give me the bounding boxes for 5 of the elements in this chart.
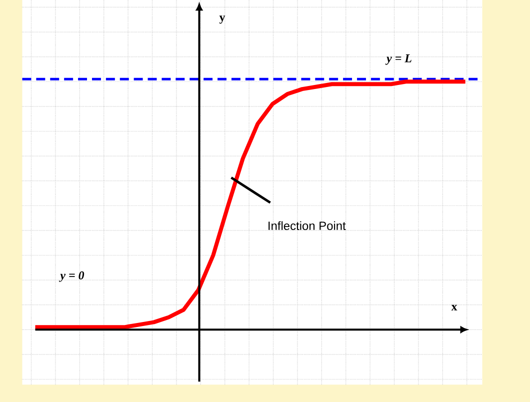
annotation: Inflection Point xyxy=(268,221,346,230)
y-axis-title: y xyxy=(219,16,226,24)
ref-line-label: y = L xyxy=(385,54,412,65)
annotation: y = 0 xyxy=(59,271,84,282)
x-axis-title: x xyxy=(451,304,458,310)
